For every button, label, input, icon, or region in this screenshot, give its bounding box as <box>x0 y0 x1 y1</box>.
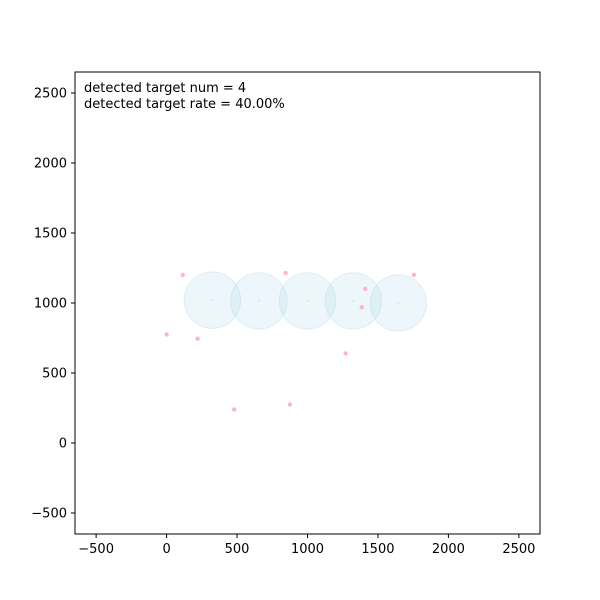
coverage-circles <box>183 271 428 332</box>
x-tick-label: −500 <box>78 542 114 557</box>
coverage-center <box>211 299 214 302</box>
target-point <box>283 270 288 276</box>
y-axis-ticks: −500 0 500 1000 1500 2000 2500 <box>31 87 75 522</box>
target-point <box>287 402 293 407</box>
annotation-detected-rate: detected target rate = 40.00% <box>84 97 285 112</box>
target-point <box>411 272 417 278</box>
coverage-center <box>306 300 309 302</box>
x-tick-label: 1000 <box>291 542 324 557</box>
y-tick-label: −500 <box>31 507 67 522</box>
target-point <box>164 332 169 337</box>
coverage-center <box>397 302 400 304</box>
y-tick-label: 1000 <box>34 297 67 312</box>
y-tick-label: 2500 <box>34 87 67 102</box>
annotation-detected-num: detected target num = 4 <box>84 81 246 96</box>
x-tick-label: 0 <box>162 542 170 557</box>
y-tick-label: 0 <box>59 437 67 452</box>
target-point <box>359 305 364 310</box>
y-tick-label: 1500 <box>34 227 67 242</box>
target-points <box>164 270 417 412</box>
y-tick-label: 500 <box>42 367 67 382</box>
y-tick-label: 2000 <box>34 157 67 172</box>
x-tick-label: 2500 <box>502 542 535 557</box>
target-point <box>180 272 185 278</box>
target-point <box>195 336 200 341</box>
target-point <box>232 407 237 412</box>
plot-area <box>75 72 540 534</box>
x-tick-label: 2000 <box>432 542 465 557</box>
x-tick-label: 500 <box>225 542 250 557</box>
x-axis-ticks: −500 0 500 1000 1500 2000 2500 <box>78 534 535 557</box>
target-point <box>343 351 348 356</box>
x-tick-label: 1500 <box>361 542 394 557</box>
target-point <box>363 286 368 292</box>
coverage-center <box>257 300 260 302</box>
coverage-center <box>352 300 355 302</box>
